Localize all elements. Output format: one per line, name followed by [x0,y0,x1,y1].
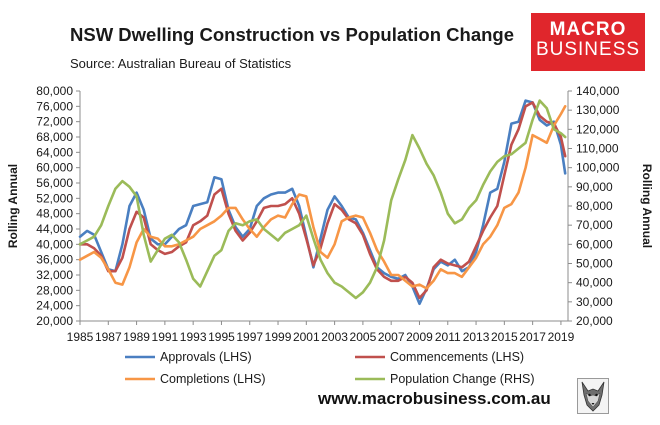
right-tick-label: 70,000 [576,218,613,232]
legend-label-3: Population Change (RHS) [390,372,535,386]
y-axis-label-left: Rolling Annual [6,164,20,248]
wolf-icon [577,378,609,414]
x-axis-ticks: 1985 1987 1989 1991 1993 1995 1997 1999 2001 2003… [67,321,575,344]
right-tick-label: 130,000 [576,103,620,117]
x-tick-label: 2013 [463,330,490,344]
x-tick-label: 1999 [265,330,292,344]
left-tick-label: 60,000 [36,161,73,175]
logo-line-2: BUSINESS [535,39,641,60]
left-tick-label: 24,000 [36,299,73,313]
chart-title: NSW Dwelling Construction vs Population … [70,24,515,45]
x-tick-label: 1985 [67,330,94,344]
left-tick-label: 76,000 [36,99,73,113]
right-tick-label: 90,000 [576,180,613,194]
legend-label-2: Completions (LHS) [160,372,266,386]
x-tick-label: 1987 [95,330,122,344]
series-lines [78,99,567,306]
legend-label-1: Commencements (LHS) [390,350,524,364]
x-tick-label: 1997 [236,330,263,344]
right-tick-label: 40,000 [576,276,613,290]
x-tick-label: 2011 [435,330,461,344]
series-line-1 [78,101,567,300]
x-tick-label: 1993 [180,330,207,344]
logo-line-1: MACRO [549,19,627,40]
right-tick-label: 80,000 [576,199,613,213]
right-tick-label: 60,000 [576,237,613,251]
series-line-3 [78,99,567,300]
x-tick-label: 2009 [406,330,433,344]
y-axis-label-right: Rolling Annual [640,164,654,248]
x-tick-label: 1989 [123,330,150,344]
x-tick-label: 1991 [152,330,179,344]
x-tick-label: 2017 [519,330,546,344]
x-tick-label: 2003 [321,330,348,344]
right-tick-label: 110,000 [576,142,619,156]
right-tick-label: 140,000 [576,84,620,98]
x-tick-label: 2015 [491,330,518,344]
left-tick-label: 64,000 [36,145,73,159]
left-tick-label: 36,000 [36,253,73,267]
x-tick-label: 2005 [350,330,377,344]
left-tick-label: 40,000 [36,237,73,251]
left-tick-label: 80,000 [36,84,73,98]
chart-subtitle: Source: Australian Bureau of Statistics [70,56,292,71]
left-tick-label: 44,000 [36,222,73,236]
right-tick-label: 50,000 [576,257,613,271]
left-tick-label: 28,000 [36,283,73,297]
right-axis-ticks: 20,000 30,000 40,000 50,000 60,000 70,000 80,0… [568,84,620,328]
x-tick-label: 2001 [293,330,320,344]
left-tick-label: 20,000 [36,314,73,328]
right-tick-label: 20,000 [576,314,613,328]
legend-label-0: Approvals (LHS) [160,350,252,364]
x-tick-label: 2007 [378,330,405,344]
series-line-0 [78,99,567,306]
left-tick-label: 48,000 [36,207,73,221]
website-url: www.macrobusiness.com.au [318,389,551,408]
macrobusiness-logo: MACRO BUSINESS [531,13,645,71]
left-tick-label: 52,000 [36,191,73,205]
left-tick-label: 56,000 [36,176,73,190]
right-tick-label: 120,000 [576,122,620,136]
left-tick-label: 32,000 [36,268,73,282]
x-tick-label: 1995 [208,330,235,344]
right-tick-label: 100,000 [576,161,620,175]
x-tick-label: 2019 [548,330,575,344]
left-tick-label: 68,000 [36,130,73,144]
right-tick-label: 30,000 [576,295,613,309]
legend: Approvals (LHS) Commencements (LHS) Comple… [125,350,535,386]
left-tick-label: 72,000 [36,115,73,129]
